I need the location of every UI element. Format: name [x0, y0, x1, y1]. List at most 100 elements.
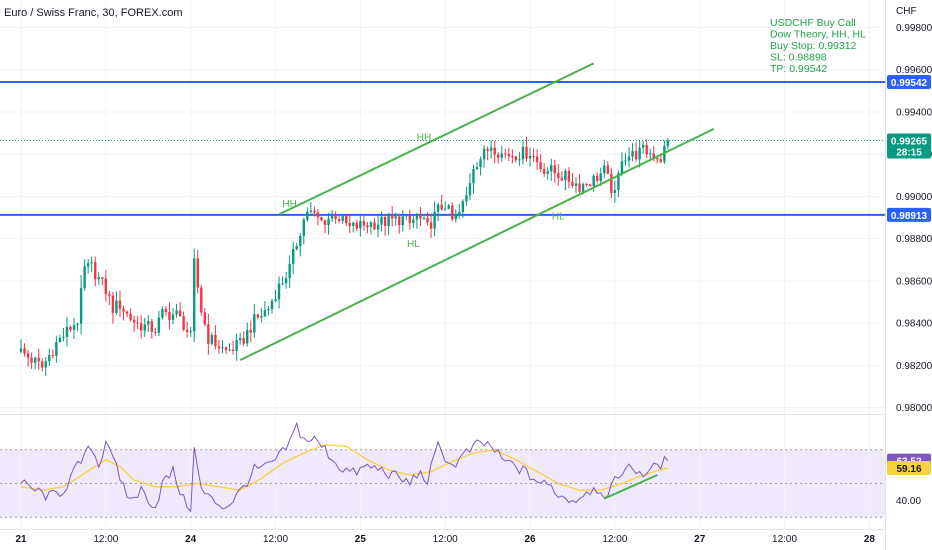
candle-body[interactable] — [581, 184, 585, 192]
candle-body[interactable] — [436, 204, 440, 212]
candle-body[interactable] — [242, 338, 245, 344]
candle-body[interactable] — [497, 154, 500, 158]
candle-body[interactable] — [115, 300, 118, 314]
candle-body[interactable] — [193, 258, 196, 332]
candle-body[interactable] — [178, 310, 182, 317]
candle-body[interactable] — [125, 311, 129, 314]
candle-body[interactable] — [263, 310, 267, 317]
candle-body[interactable] — [203, 312, 207, 325]
candle-body[interactable] — [426, 217, 429, 223]
candle-body[interactable] — [504, 153, 507, 155]
candle-body[interactable] — [398, 216, 401, 226]
candle-body[interactable] — [394, 216, 397, 219]
candle-body[interactable] — [617, 173, 620, 191]
candle-body[interactable] — [129, 313, 132, 320]
candle-body[interactable] — [323, 220, 327, 226]
candle-body[interactable] — [359, 220, 362, 229]
candle-body[interactable] — [376, 224, 380, 230]
candle-body[interactable] — [507, 153, 511, 157]
candle-body[interactable] — [500, 153, 503, 158]
rsi-pane[interactable] — [0, 421, 886, 518]
candle-body[interactable] — [511, 156, 514, 158]
candle-body[interactable] — [101, 277, 104, 279]
candle-body[interactable] — [33, 357, 37, 363]
candle-body[interactable] — [94, 262, 97, 280]
candle-body[interactable] — [196, 258, 199, 288]
candle-body[interactable] — [30, 357, 33, 363]
candle-body[interactable] — [139, 323, 143, 331]
candle-body[interactable] — [51, 355, 55, 357]
channel-trend-line[interactable] — [278, 62, 595, 216]
rsi-ma-line[interactable] — [20, 443, 669, 491]
candle-body[interactable] — [161, 308, 164, 318]
candle-body[interactable] — [373, 222, 376, 230]
candle-body[interactable] — [164, 308, 168, 313]
candle-body[interactable] — [656, 157, 659, 160]
candle-body[interactable] — [83, 266, 86, 288]
candle-body[interactable] — [419, 214, 422, 219]
candle-body[interactable] — [217, 346, 221, 349]
candle-body[interactable] — [468, 183, 472, 196]
candle-body[interactable] — [627, 156, 631, 161]
candle-body[interactable] — [330, 215, 334, 219]
candle-body[interactable] — [408, 215, 412, 223]
candle-body[interactable] — [521, 146, 525, 160]
candle-body[interactable] — [260, 316, 263, 318]
candlestick-series[interactable] — [19, 136, 670, 377]
candle-body[interactable] — [136, 322, 139, 324]
candle-body[interactable] — [55, 341, 58, 356]
candle-body[interactable] — [41, 361, 44, 368]
candle-body[interactable] — [652, 153, 655, 158]
candle-body[interactable] — [578, 183, 581, 192]
candle-body[interactable] — [532, 155, 535, 157]
candle-body[interactable] — [557, 173, 560, 179]
candle-body[interactable] — [387, 215, 390, 226]
candle-body[interactable] — [154, 331, 157, 333]
candle-body[interactable] — [528, 155, 532, 159]
candle-body[interactable] — [228, 349, 231, 351]
candle-body[interactable] — [567, 170, 571, 182]
candle-body[interactable] — [348, 223, 351, 226]
candle-body[interactable] — [48, 355, 51, 362]
candle-body[interactable] — [458, 211, 461, 214]
candle-body[interactable] — [246, 329, 249, 344]
candle-body[interactable] — [429, 222, 433, 229]
candle-body[interactable] — [132, 319, 136, 323]
candle-body[interactable] — [182, 316, 185, 330]
candle-body[interactable] — [214, 335, 217, 347]
candle-body[interactable] — [274, 299, 277, 301]
candle-body[interactable] — [479, 159, 482, 167]
candle-body[interactable] — [168, 312, 171, 320]
candle-body[interactable] — [482, 148, 486, 160]
candle-body[interactable] — [111, 295, 115, 314]
candle-body[interactable] — [599, 173, 602, 181]
candle-body[interactable] — [649, 153, 652, 155]
candle-body[interactable] — [58, 337, 62, 342]
candle-body[interactable] — [472, 168, 475, 184]
candle-body[interactable] — [525, 146, 528, 159]
time-axis[interactable]: 21 12:00 24 12:00 25 12:00 26 12:00 27 12:00 28 — [15, 534, 875, 545]
candle-body[interactable] — [641, 145, 645, 148]
candle-body[interactable] — [309, 210, 313, 212]
candle-body[interactable] — [369, 222, 373, 228]
candle-body[interactable] — [175, 310, 178, 315]
candle-body[interactable] — [585, 184, 588, 186]
candle-body[interactable] — [62, 336, 65, 338]
candle-body[interactable] — [157, 317, 161, 333]
channel-trend-line[interactable] — [239, 127, 715, 362]
candle-body[interactable] — [267, 309, 270, 311]
candle-body[interactable] — [486, 148, 489, 151]
candle-body[interactable] — [620, 161, 624, 174]
candle-body[interactable] — [390, 215, 394, 219]
candle-body[interactable] — [606, 165, 610, 174]
candle-body[interactable] — [574, 183, 578, 186]
candle-body[interactable] — [415, 214, 419, 220]
candle-body[interactable] — [659, 159, 663, 162]
candle-body[interactable] — [475, 166, 479, 169]
candle-body[interactable] — [76, 323, 79, 325]
candle-body[interactable] — [327, 218, 330, 226]
candle-body[interactable] — [253, 314, 256, 333]
candle-body[interactable] — [550, 165, 553, 172]
candle-body[interactable] — [465, 195, 468, 202]
